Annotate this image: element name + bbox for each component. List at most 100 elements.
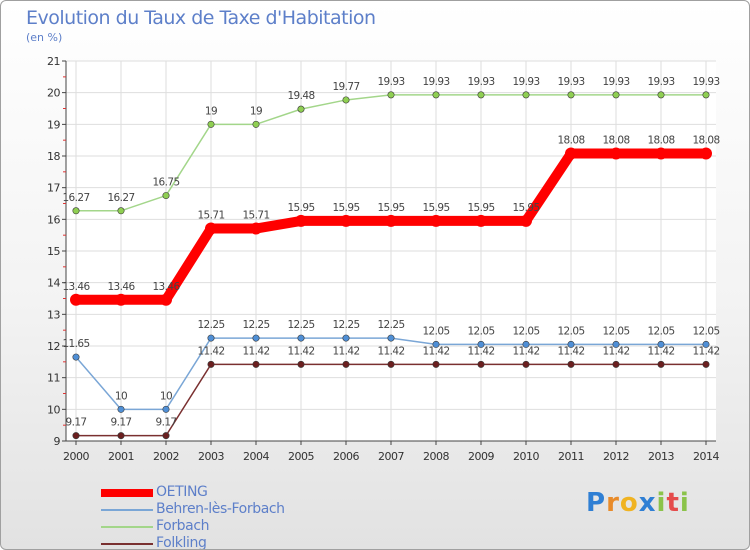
data-point-forbach[interactable] [252,120,260,128]
data-label-behren-l-s-forbach: 12.05 [557,325,584,337]
data-point-oeting[interactable] [610,147,622,160]
data-point-forbach[interactable] [342,96,350,104]
x-tick-label: 2000 [63,450,89,463]
x-tick-label: 2003 [198,450,224,463]
data-label-folkling: 11.42 [512,345,539,357]
data-point-behren-l-s-forbach[interactable] [252,334,260,342]
y-tick-label: 15 [47,245,60,258]
data-label-oeting: 15.95 [512,202,539,214]
data-point-behren-l-s-forbach[interactable] [117,405,125,413]
data-point-forbach[interactable] [657,91,665,99]
data-label-behren-l-s-forbach: 12.05 [602,325,629,337]
data-point-behren-l-s-forbach[interactable] [72,353,80,361]
data-point-folkling[interactable] [387,360,395,368]
data-point-folkling[interactable] [162,432,170,440]
data-label-behren-l-s-forbach: 12.25 [332,319,359,331]
data-point-oeting[interactable] [565,147,577,160]
data-label-behren-l-s-forbach: 12.25 [197,319,224,331]
chart-title: Evolution du Taux de Taxe d'Habitation [26,7,376,29]
data-point-folkling[interactable] [117,432,125,440]
data-point-folkling[interactable] [657,360,665,368]
data-point-behren-l-s-forbach[interactable] [702,340,710,348]
data-label-folkling: 11.42 [467,345,494,357]
data-point-forbach[interactable] [162,192,170,200]
data-point-oeting[interactable] [430,214,442,227]
x-tick-label: 2013 [648,450,674,463]
y-tick-label: 18 [47,150,60,163]
data-point-oeting[interactable] [160,293,172,306]
legend-label-oeting: OETING [156,484,208,500]
data-point-behren-l-s-forbach[interactable] [432,340,440,348]
x-tick-label: 2014 [693,450,719,463]
data-point-oeting[interactable] [250,222,262,235]
data-point-oeting[interactable] [340,214,352,227]
data-point-behren-l-s-forbach[interactable] [477,340,485,348]
data-point-forbach[interactable] [432,91,440,99]
data-point-forbach[interactable] [522,91,530,99]
data-point-folkling[interactable] [252,360,260,368]
data-point-folkling[interactable] [522,360,530,368]
data-label-folkling: 11.42 [647,345,674,357]
data-point-oeting[interactable] [520,214,532,227]
data-point-oeting[interactable] [385,214,397,227]
data-label-forbach: 19.93 [647,76,674,88]
data-point-forbach[interactable] [702,91,710,99]
y-tick-label: 14 [47,277,60,290]
data-point-oeting[interactable] [475,214,487,227]
data-point-forbach[interactable] [207,120,215,128]
data-point-folkling[interactable] [702,360,710,368]
x-tick-label: 2009 [468,450,494,463]
data-point-folkling[interactable] [432,360,440,368]
data-point-oeting[interactable] [115,293,127,306]
data-point-folkling[interactable] [477,360,485,368]
x-tick-label: 2011 [558,450,584,463]
data-label-behren-l-s-forbach: 12.25 [377,319,404,331]
y-tick-label: 9 [54,435,61,448]
data-point-folkling[interactable] [72,432,80,440]
data-point-forbach[interactable] [297,105,305,113]
data-point-oeting[interactable] [295,214,307,227]
data-point-forbach[interactable] [387,91,395,99]
data-label-folkling: 11.42 [197,345,224,357]
x-tick-label: 2008 [423,450,449,463]
data-point-folkling[interactable] [207,360,215,368]
data-point-behren-l-s-forbach[interactable] [162,405,170,413]
data-point-folkling[interactable] [612,360,620,368]
data-point-oeting[interactable] [70,293,82,306]
data-label-behren-l-s-forbach: 12.05 [647,325,674,337]
data-label-oeting: 13.46 [107,281,135,293]
data-point-behren-l-s-forbach[interactable] [387,334,395,342]
data-point-oeting[interactable] [205,222,217,235]
data-point-behren-l-s-forbach[interactable] [567,340,575,348]
data-label-folkling: 11.42 [557,345,584,357]
data-label-folkling: 9.17 [66,417,87,429]
data-point-behren-l-s-forbach[interactable] [207,334,215,342]
data-point-oeting[interactable] [700,147,712,160]
data-label-oeting: 15.71 [242,210,269,222]
data-point-oeting[interactable] [655,147,667,160]
data-label-forbach: 19.48 [287,90,314,102]
data-point-behren-l-s-forbach[interactable] [297,334,305,342]
data-label-behren-l-s-forbach: 10 [115,390,127,402]
x-tick-label: 2005 [288,450,314,463]
data-point-folkling[interactable] [342,360,350,368]
data-point-folkling[interactable] [297,360,305,368]
data-point-folkling[interactable] [567,360,575,368]
data-label-folkling: 11.42 [242,345,269,357]
data-point-behren-l-s-forbach[interactable] [522,340,530,348]
data-point-forbach[interactable] [72,207,80,215]
x-tick-label: 2006 [333,450,359,463]
data-label-oeting: 15.71 [197,210,224,222]
data-point-forbach[interactable] [117,207,125,215]
data-label-forbach: 19.93 [602,76,629,88]
data-point-behren-l-s-forbach[interactable] [342,334,350,342]
data-point-forbach[interactable] [477,91,485,99]
data-point-behren-l-s-forbach[interactable] [612,340,620,348]
data-point-behren-l-s-forbach[interactable] [657,340,665,348]
data-point-forbach[interactable] [567,91,575,99]
data-label-oeting: 18.08 [692,134,719,146]
data-label-folkling: 9.17 [111,417,132,429]
data-point-forbach[interactable] [612,91,620,99]
